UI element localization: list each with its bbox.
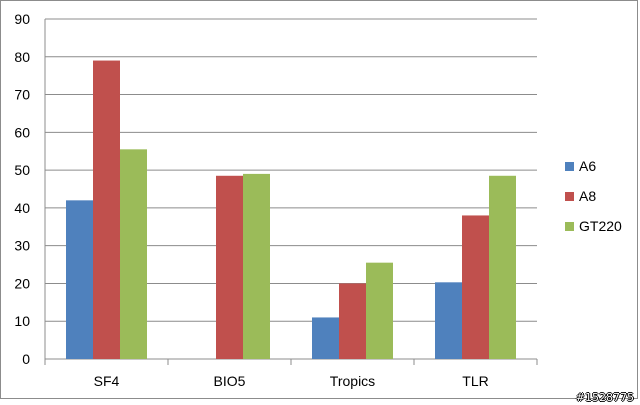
bar-a8-sf4 <box>93 60 120 360</box>
bar-a8-tlr <box>462 215 489 359</box>
bar-gt220-bio5 <box>243 173 270 359</box>
bar-a6-tlr <box>435 282 462 359</box>
y-tick-label: 60 <box>14 124 30 140</box>
legend-label-gt220: GT220 <box>579 218 622 234</box>
bar-a8-tropics <box>339 283 366 359</box>
y-tick-label: 0 <box>22 351 30 367</box>
legend-swatch-a6 <box>565 162 574 171</box>
y-tick-label: 70 <box>14 87 30 103</box>
x-tick-label: Tropics <box>330 373 375 389</box>
y-tick-label: 90 <box>14 11 30 27</box>
y-tick-label: 80 <box>14 49 30 65</box>
bar-a6-sf4 <box>66 200 93 359</box>
x-tick-label: BIO5 <box>214 373 246 389</box>
x-tick-label: TLR <box>462 373 488 389</box>
watermark: #1528775 <box>575 391 634 404</box>
legend-swatch-a8 <box>565 192 574 201</box>
y-tick-label: 50 <box>14 162 30 178</box>
y-tick-label: 20 <box>14 275 30 291</box>
bar-gt220-sf4 <box>120 149 147 359</box>
bar-a6-tropics <box>312 317 339 359</box>
bar-gt220-tlr <box>489 175 516 359</box>
x-tick-label: SF4 <box>94 373 120 389</box>
bar-gt220-tropics <box>366 262 393 359</box>
legend-label-a8: A8 <box>579 188 596 204</box>
y-tick-label: 40 <box>14 200 30 216</box>
legend-swatch-gt220 <box>565 222 574 231</box>
legend-label-a6: A6 <box>579 158 596 174</box>
y-tick-label: 10 <box>14 313 30 329</box>
y-tick-label: 30 <box>14 238 30 254</box>
bar-a8-bio5 <box>216 175 243 359</box>
